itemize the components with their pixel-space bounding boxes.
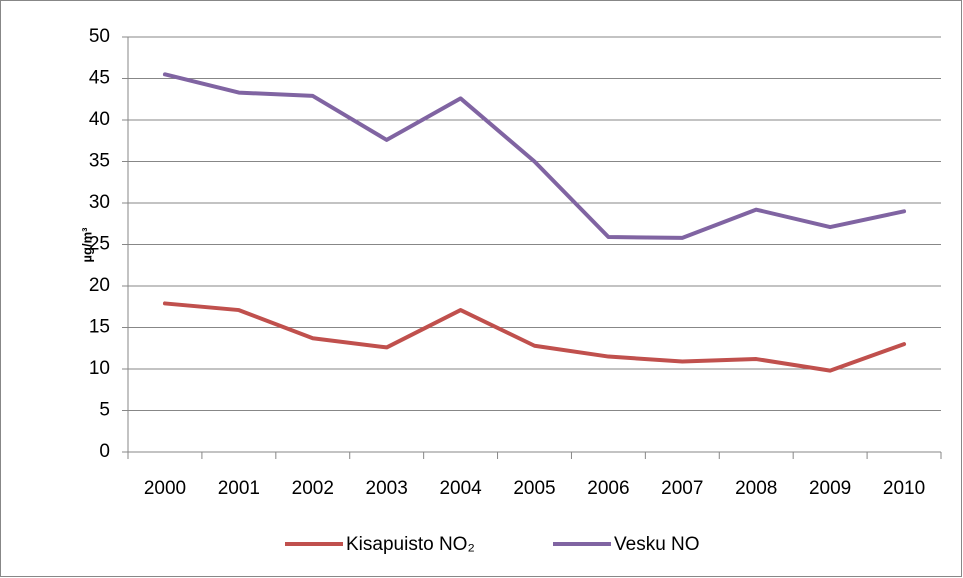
y-tick-label: 40 [89,109,110,130]
y-tick-label: 35 [89,151,110,172]
line-series [162,72,907,240]
x-tick-label: 2008 [735,478,777,499]
x-tick-label: 2002 [292,478,334,499]
x-tick-label: 2003 [366,478,408,499]
x-tick-label: 2004 [439,478,482,499]
x-tick-label: 2000 [144,478,186,499]
y-tick-label: 10 [89,358,110,379]
y-tick-label: 5 [99,400,110,421]
x-tick-label: 2001 [218,478,260,499]
x-tick-label: 2005 [513,478,555,499]
y-tick-label: 30 [89,192,110,213]
y-tick-label: 45 [89,68,110,89]
y-tick-label: 25 [89,234,110,255]
x-tick-label: 2006 [587,478,629,499]
y-tick-label: 50 [89,26,110,47]
legend-label: Vesku NO [614,534,700,555]
x-tick-label: 2010 [883,478,925,499]
y-axis-title: µg/m³ [79,227,94,263]
x-tick-label: 2009 [809,478,851,499]
legend-label: Kisapuisto NO₂ [346,534,475,555]
y-tick-label: 20 [89,275,110,296]
y-tick-label: 0 [99,441,110,462]
y-tick-label: 15 [89,317,110,338]
x-tick-label: 2007 [661,478,703,499]
line-series [162,301,907,373]
